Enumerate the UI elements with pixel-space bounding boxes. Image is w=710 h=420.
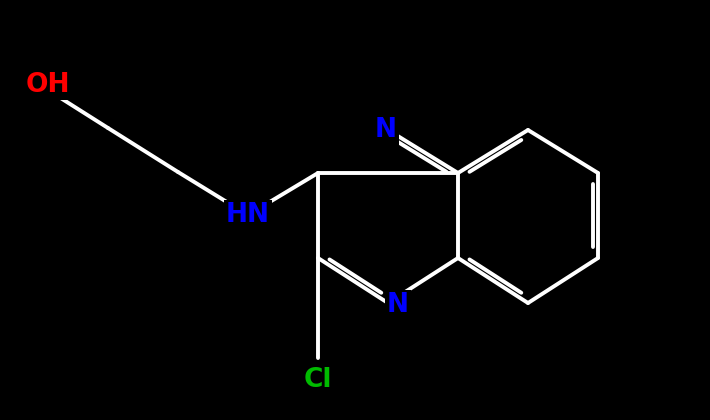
- Text: HN: HN: [226, 202, 270, 228]
- Text: N: N: [375, 117, 397, 143]
- Text: OH: OH: [26, 72, 70, 98]
- Text: Cl: Cl: [304, 367, 332, 393]
- Text: N: N: [387, 292, 409, 318]
